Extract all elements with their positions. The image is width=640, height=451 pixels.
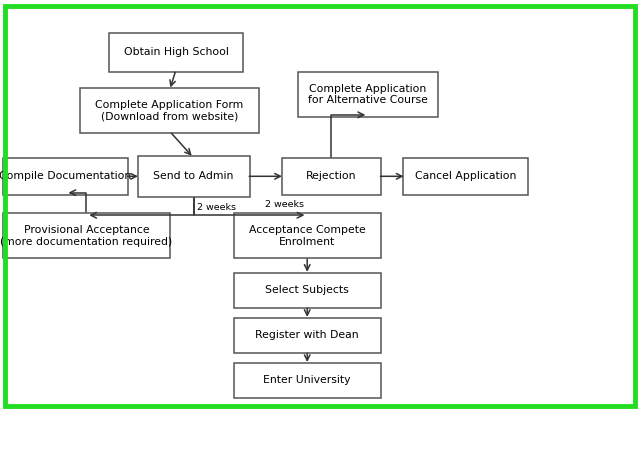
Text: Register with Dean: Register with Dean: [255, 330, 359, 340]
Text: Obtain High School: Obtain High School: [124, 47, 228, 57]
FancyBboxPatch shape: [282, 158, 381, 195]
Text: Rejection: Rejection: [306, 171, 356, 181]
FancyBboxPatch shape: [3, 158, 128, 195]
FancyBboxPatch shape: [138, 156, 250, 197]
FancyBboxPatch shape: [234, 213, 381, 258]
Text: 2 weeks: 2 weeks: [265, 200, 304, 209]
Text: Enter University: Enter University: [264, 375, 351, 385]
Text: Compile Documentation: Compile Documentation: [0, 171, 132, 181]
Text: Select Subjects: Select Subjects: [266, 285, 349, 295]
FancyBboxPatch shape: [80, 88, 259, 133]
FancyBboxPatch shape: [403, 158, 528, 195]
FancyBboxPatch shape: [234, 363, 381, 398]
Text: Cancel Application: Cancel Application: [415, 171, 516, 181]
FancyBboxPatch shape: [298, 72, 438, 117]
Text: Complete Application Form
(Download from website): Complete Application Form (Download from…: [95, 100, 244, 121]
Text: Acceptance Compete
Enrolment: Acceptance Compete Enrolment: [249, 225, 365, 247]
FancyBboxPatch shape: [234, 273, 381, 308]
Text: 2 weeks: 2 weeks: [197, 203, 236, 212]
Text: The procedure for university entry for high school graduates: The procedure for university entry for h…: [0, 421, 640, 440]
FancyBboxPatch shape: [109, 33, 243, 72]
Text: Complete Application
for Alternative Course: Complete Application for Alternative Cou…: [308, 83, 428, 105]
FancyBboxPatch shape: [3, 213, 170, 258]
Text: Send to Admin: Send to Admin: [154, 171, 234, 181]
Text: Provisional Acceptance
(more documentation required): Provisional Acceptance (more documentati…: [0, 225, 173, 247]
FancyBboxPatch shape: [234, 318, 381, 353]
